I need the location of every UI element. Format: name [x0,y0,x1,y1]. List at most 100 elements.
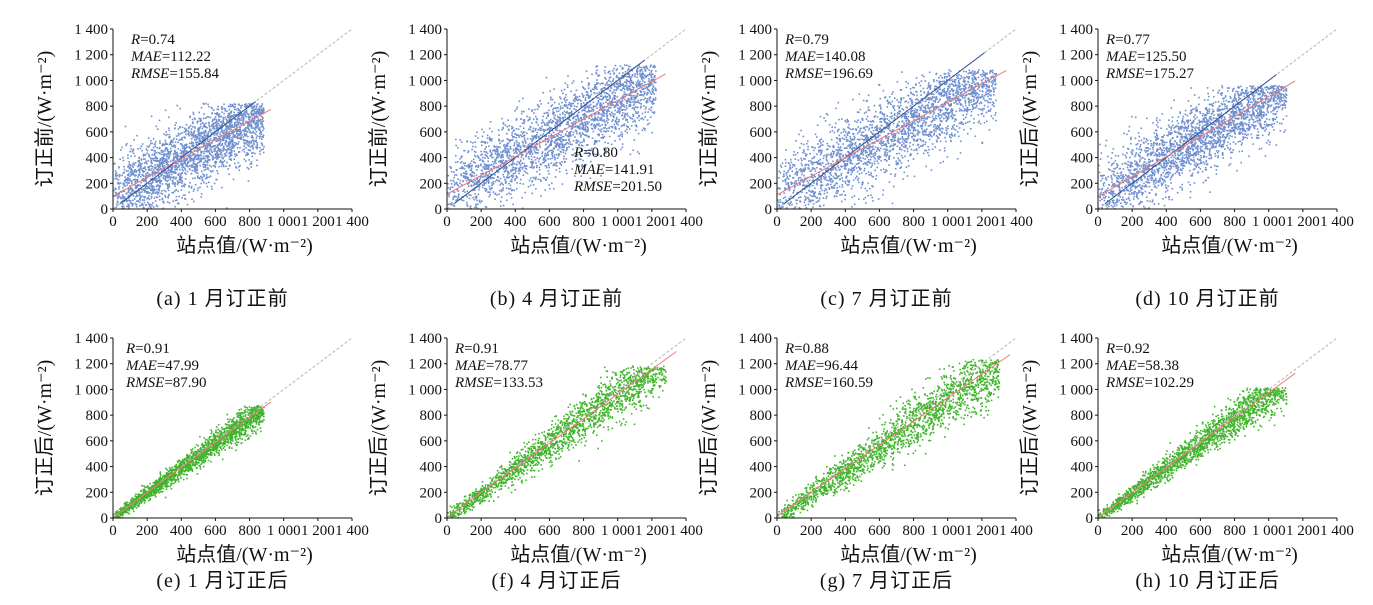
scatter-point [209,144,212,146]
scatter-point [138,194,141,197]
scatter-point [219,139,221,141]
scatter-point [235,108,237,111]
scatter-point [134,169,136,171]
scatter-point [193,158,196,161]
scatter-point [607,119,610,121]
scatter-point [204,148,206,150]
scatter-point [500,165,502,168]
scatter-point [486,152,489,155]
scatter-point [160,149,163,152]
scatter-point [535,162,537,164]
scatter-point [155,192,157,194]
scatter-point [262,136,264,138]
scatter-point [627,98,629,101]
scatter-point [585,123,587,126]
scatter-point [198,127,201,129]
scatter-point [559,162,562,165]
scatter-point [481,153,483,156]
scatter-point [537,128,540,131]
scatter-point [233,103,236,105]
scatter-point [547,158,549,160]
scatter-point [233,111,235,114]
scatter-point [448,195,450,198]
scatter-point [518,162,520,165]
scatter-point [163,154,166,156]
scatter-point [207,105,210,108]
scatter-point [516,148,519,150]
scatter-point [175,155,177,157]
scatter-point [469,205,472,207]
scatter-point [544,159,546,162]
scatter-point [494,198,496,201]
scatter-point [231,126,234,128]
scatter-point [639,83,642,86]
scatter-point [629,89,632,91]
scatter-point [233,123,236,125]
scatter-point [187,161,190,164]
scatter-point [228,136,231,139]
scatter-point [486,180,488,183]
scatter-point [653,102,655,105]
scatter-point [192,159,194,161]
scatter-point [233,146,235,148]
scatter-point [155,157,157,160]
scatter-point [509,184,512,187]
scatter-point [562,113,564,115]
scatter-point [615,69,618,72]
scatter-point [130,192,133,194]
scatter-point [139,163,142,166]
scatter-point [222,161,224,163]
scatter-point [204,157,206,160]
scatter-point [641,112,644,115]
scatter-point [607,84,609,86]
scatter-point [606,102,609,105]
scatter-point [609,76,612,79]
scatter-point [136,195,139,197]
scatter-point [238,169,241,172]
scatter-point [545,165,548,167]
scatter-point [228,127,230,129]
scatter-point [547,146,549,148]
scatter-point [602,114,605,117]
scatter-point [484,165,486,168]
scatter-point [480,163,482,166]
scatter-point [522,174,525,176]
scatter-point [631,95,633,97]
scatter-point [570,130,573,133]
scatter-point [529,150,532,153]
scatter-point [260,125,263,128]
scatter-point [143,175,145,177]
scatter-point [606,111,608,113]
scatter-point [252,114,254,116]
scatter-point [200,106,203,109]
scatter-point [229,152,231,155]
scatter-point [488,127,491,130]
scatter-point [616,68,619,70]
scatter-point [617,87,619,90]
scatter-point [198,132,201,134]
scatter-point [204,160,207,162]
scatter-point [115,194,118,196]
scatter-point [571,102,573,105]
scatter-point [559,143,561,145]
scatter-point [498,167,500,170]
scatter-point [176,156,179,159]
scatter-point [619,79,622,82]
scatter-point [210,125,213,127]
scatter-point [545,143,547,146]
scatter-point [246,104,248,107]
scatter-point [130,174,133,176]
scatter-point [567,112,570,115]
scatter-point [237,140,240,143]
scatter-point [172,192,174,194]
scatter-point [538,166,541,169]
scatter-point [614,109,616,112]
scatter-point [523,131,525,134]
scatter-point [583,116,585,119]
scatter-point [251,107,253,110]
scatter-point [567,142,570,145]
scatter-point [206,149,208,151]
scatter-point [594,84,596,86]
scatter-point [642,80,644,82]
scatter-point [572,80,575,82]
